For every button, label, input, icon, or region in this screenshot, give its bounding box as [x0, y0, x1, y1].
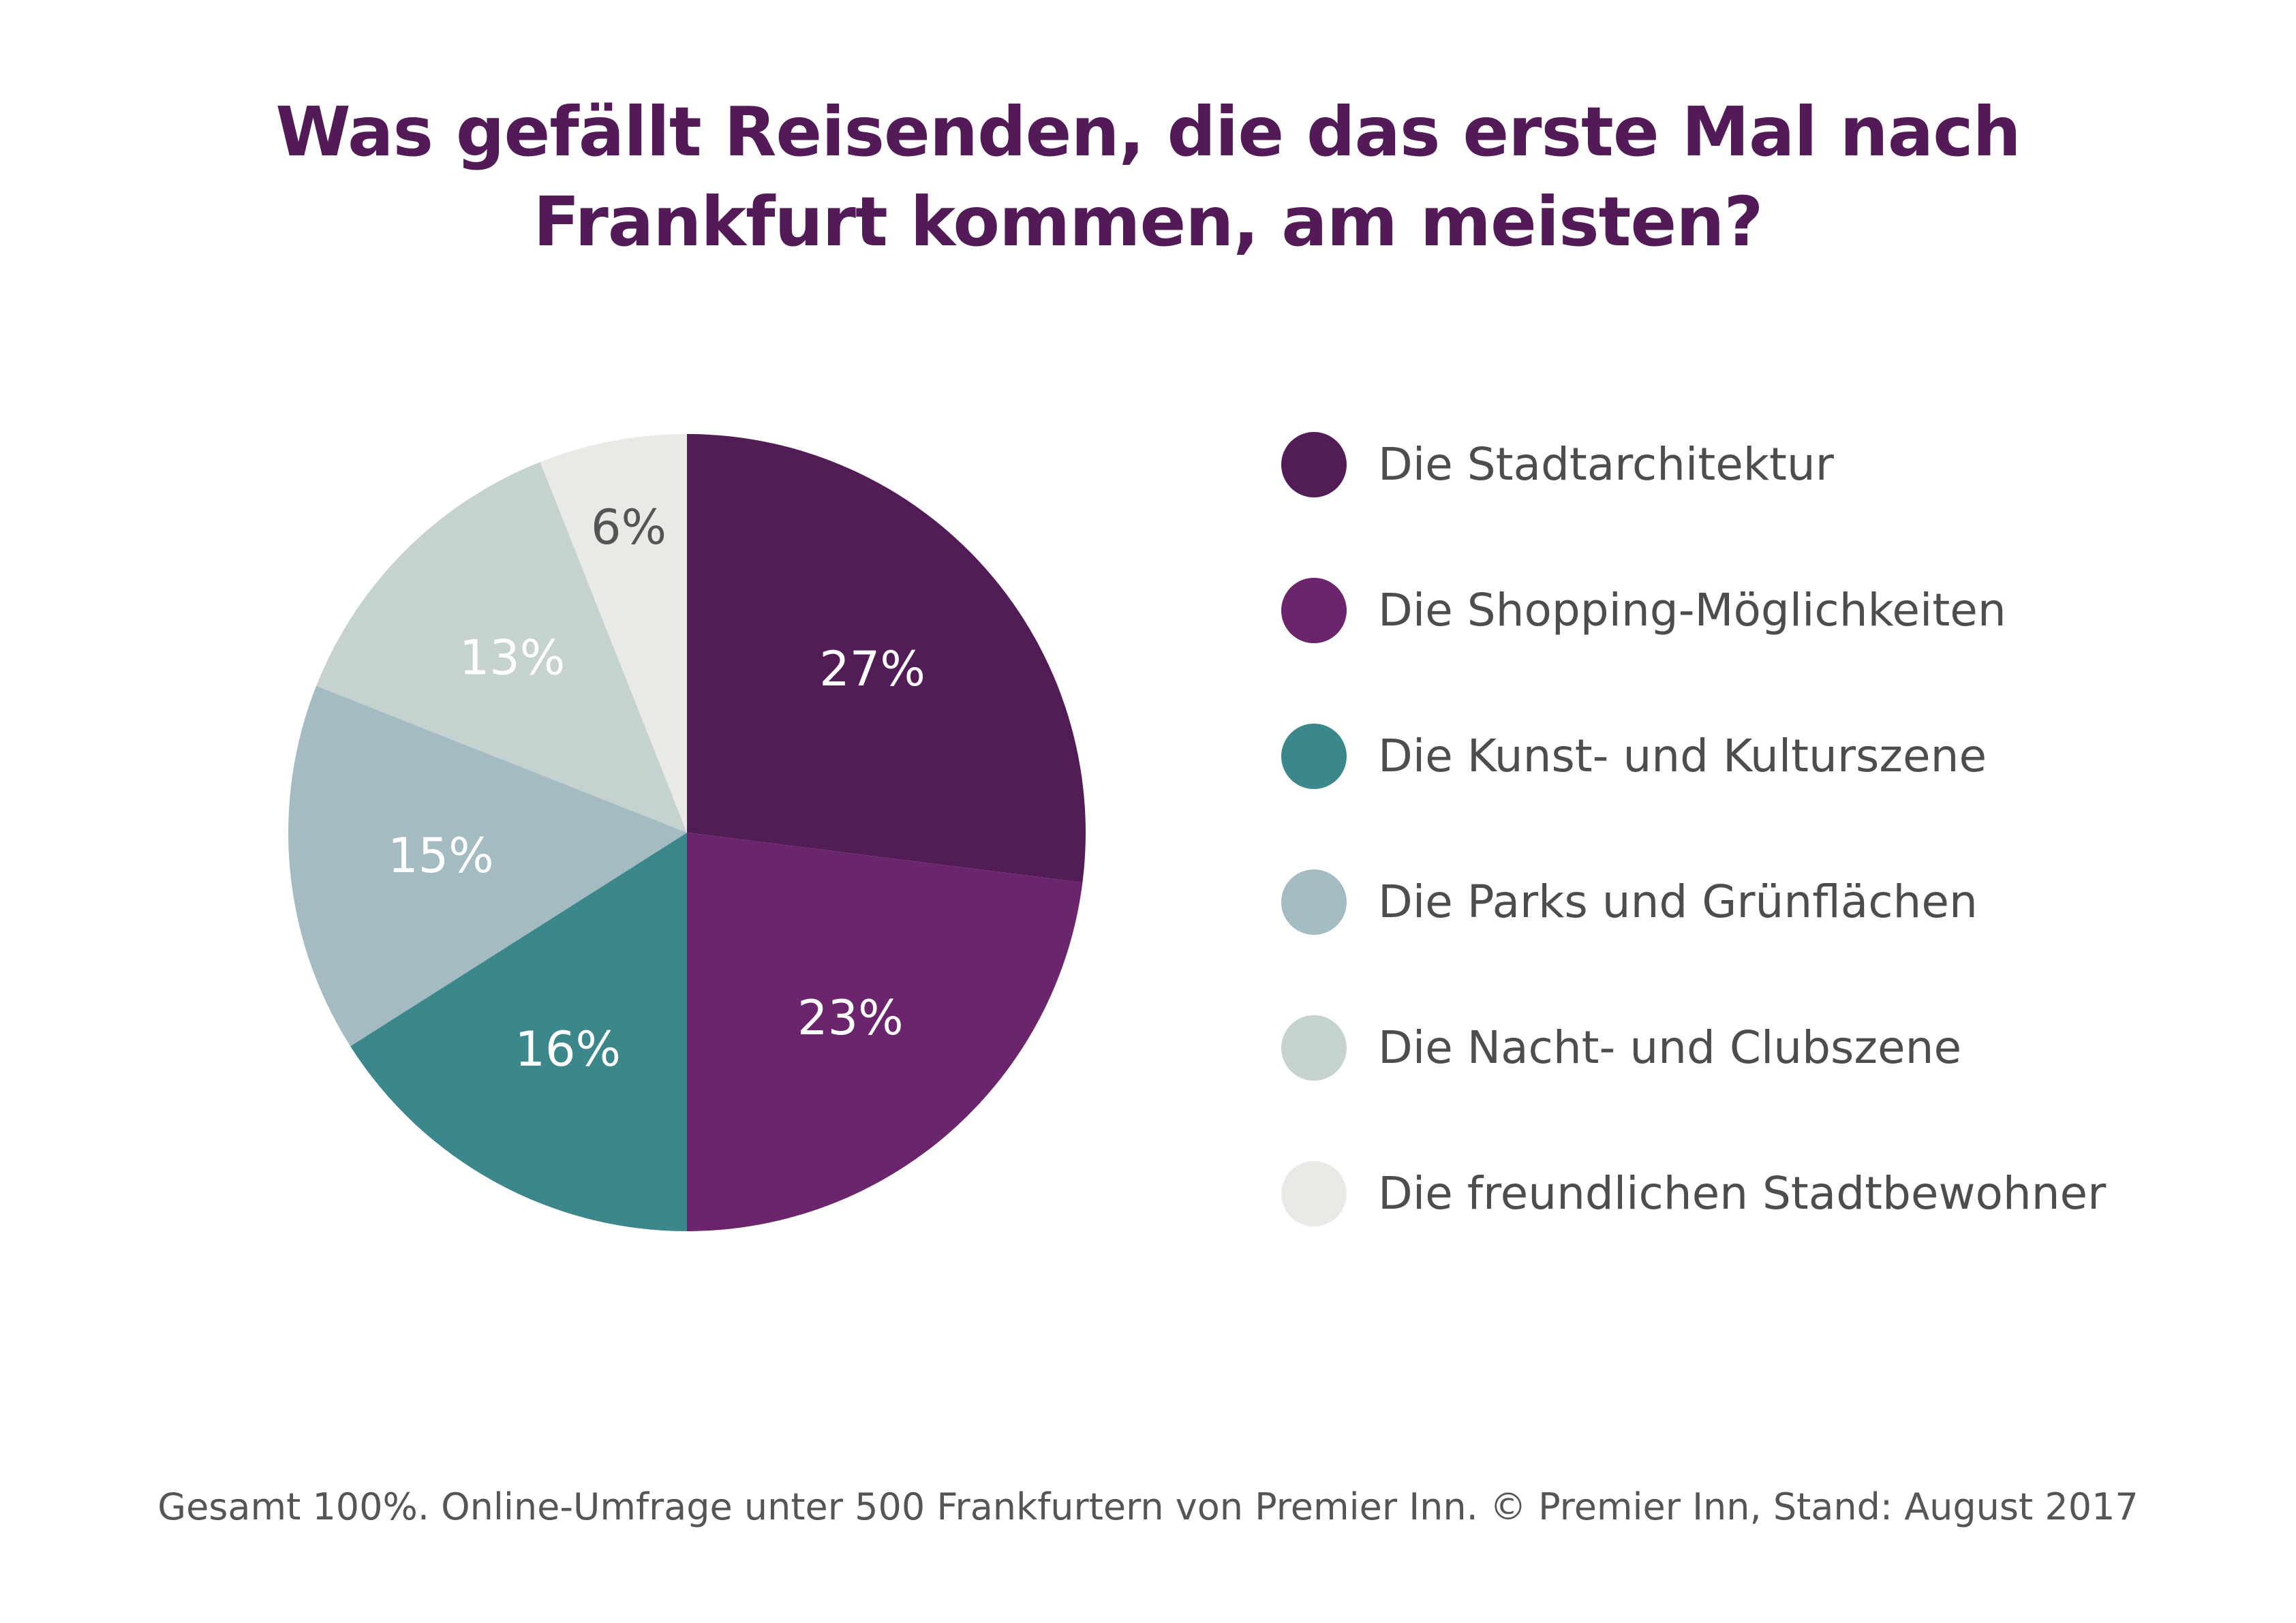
- legend-label: Die Stadtarchitektur: [1378, 438, 1834, 491]
- legend-swatch: [1281, 869, 1347, 935]
- pie-slice-label: 6%: [591, 499, 667, 555]
- pie-slice: [350, 833, 687, 1231]
- pie-slice: [316, 462, 687, 833]
- legend-swatch: [1281, 1015, 1347, 1081]
- chart-title: Was gefällt Reisenden, die das erste Mal…: [0, 87, 2296, 267]
- pie-slice-label: 15%: [388, 828, 494, 884]
- legend-swatch: [1281, 432, 1347, 497]
- legend-swatch: [1281, 1161, 1347, 1226]
- legend-label: Die Kunst- und Kulturszene: [1378, 730, 1987, 782]
- pie-slice-label: 27%: [819, 641, 925, 697]
- legend-label: Die Nacht- und Clubszene: [1378, 1021, 1962, 1074]
- legend-label: Die Shopping-Möglichkeiten: [1378, 584, 2006, 636]
- pie-slice: [540, 434, 687, 833]
- legend-label: Die freundlichen Stadtbewohner: [1378, 1167, 2107, 1220]
- chart-title-line-1: Was gefällt Reisenden, die das erste Mal…: [275, 92, 2021, 172]
- legend-swatch: [1281, 578, 1347, 643]
- pie-slice-label: 16%: [515, 1021, 621, 1077]
- chart-title-line-2: Frankfurt kommen, am meisten?: [533, 182, 1764, 262]
- pie-slice: [687, 833, 1083, 1231]
- pie-slice: [288, 685, 688, 1047]
- legend-label: Die Parks und Grünflächen: [1378, 876, 1978, 928]
- pie-slice: [687, 434, 1086, 883]
- legend-swatch: [1281, 724, 1347, 789]
- source-footnote: Gesamt 100%. Online-Umfrage unter 500 Fr…: [157, 1485, 2139, 1528]
- pie-slice-label: 13%: [459, 630, 566, 686]
- pie-slice-label: 23%: [797, 990, 904, 1046]
